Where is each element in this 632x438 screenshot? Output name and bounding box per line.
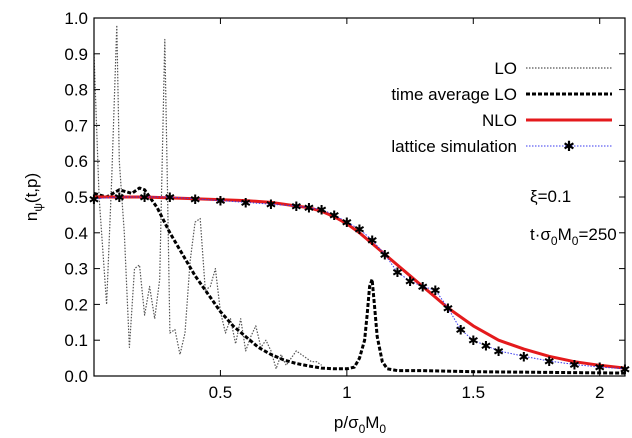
x-tick-label: 2 xyxy=(595,383,604,402)
series-lattice-simulation-point: ✱ xyxy=(354,222,365,237)
series-lattice-simulation-point: ✱ xyxy=(569,358,580,373)
series-lattice-simulation-point: ✱ xyxy=(379,247,390,262)
legend-label-lo: LO xyxy=(494,59,517,78)
x-axis-label: p/σ0M0 xyxy=(334,413,387,436)
plot-frame xyxy=(93,17,626,377)
series-lattice-simulation-point: ✱ xyxy=(468,333,479,348)
series-lattice-simulation-point: ✱ xyxy=(443,301,454,316)
annotation-time: t·σ0M0=250 xyxy=(530,225,617,248)
legend-marker-lattice-simulation: ✱ xyxy=(563,138,575,154)
series-lattice-simulation-point: ✱ xyxy=(544,354,555,369)
series-lattice-simulation-point: ✱ xyxy=(240,195,251,210)
series-lattice-simulation-point: ✱ xyxy=(430,283,441,298)
series-lattice-simulation-point: ✱ xyxy=(367,233,378,248)
series-lo-line xyxy=(93,24,322,370)
y-tick-label: 1.0 xyxy=(64,9,88,28)
x-tick-label: 0.5 xyxy=(209,383,233,402)
legend-label-time-average-lo: time average LO xyxy=(391,85,517,104)
series-lattice-simulation-point: ✱ xyxy=(493,344,504,359)
x-axis-label-sub2: 0 xyxy=(379,422,386,436)
legend: LO time average LO NLO lattice simulatio… xyxy=(391,59,612,156)
annotation-time-main: t·σ xyxy=(530,225,551,244)
series-time-average-lo-line xyxy=(93,186,626,375)
annotation-time-sub1: 0 xyxy=(551,234,558,248)
y-tick-label: 0.6 xyxy=(64,152,88,171)
series-lattice-simulation-point: ✱ xyxy=(341,215,352,230)
x-axis-label-main: p/σ xyxy=(334,413,359,432)
y-tick-label: 0.2 xyxy=(64,295,88,314)
series-lattice-simulation-point: ✱ xyxy=(291,199,302,214)
y-tick-label: 0.8 xyxy=(64,81,88,100)
x-axis-label-mid: M xyxy=(365,413,379,432)
series-lattice-simulation-point: ✱ xyxy=(266,197,277,212)
y-axis-label-sub: ψ xyxy=(31,203,45,212)
series-lattice-simulation-point: ✱ xyxy=(139,190,150,205)
y-axis-label: nψ(t,p) xyxy=(22,173,45,221)
y-axis-label-main: n xyxy=(22,212,41,221)
annotation-xi: ξ=0.1 xyxy=(530,187,571,206)
legend-label-nlo: NLO xyxy=(482,111,517,130)
x-axis-label-sub1: 0 xyxy=(359,422,366,436)
y-tick-label: 0.7 xyxy=(64,116,88,135)
series-lattice-simulation-point: ✱ xyxy=(215,194,226,209)
series-layer: ✱ ✱ ✱ ✱ ✱ ✱ ✱ ✱ ✱ ✱ ✱ ✱ ✱ ✱✱✱✱✱ ✱ ✱✱✱✱ ✱ ✱ ✱ ✱ ✱ ✱ ✱ xyxy=(89,24,631,377)
y-axis-label-tail: (t,p) xyxy=(22,173,41,203)
x-tick-label: 1.5 xyxy=(461,383,485,402)
legend-label-lattice-simulation: lattice simulation xyxy=(391,137,517,156)
y-tick-label: 0.1 xyxy=(64,331,88,350)
x-tick-label: 1 xyxy=(342,383,351,402)
series-lattice-simulation-point: ✱ xyxy=(518,349,529,364)
series-lattice-simulation-point: ✱ xyxy=(114,190,125,205)
y-tick-label: 0.3 xyxy=(64,260,88,279)
series-lattice-simulation-point: ✱ xyxy=(417,280,428,295)
series-lattice-simulation-point: ✱ xyxy=(480,339,491,354)
series-lattice-simulation-point: ✱ xyxy=(392,265,403,280)
tick-layer: 0.0 0.1 0.2 0.3 0.4 0.5 0.6 0.7 0.8 0.9 1.0 0.5 1 1.5… xyxy=(64,9,625,402)
annotation-time-sub2: 0 xyxy=(572,234,579,248)
series-lattice-simulation-point: ✱ xyxy=(594,360,605,375)
y-tick-label: 0.9 xyxy=(64,45,88,64)
series-lattice-simulation-point: ✱ xyxy=(316,203,327,218)
annotation-time-tail: =250 xyxy=(578,225,616,244)
annotation-time-mid: M xyxy=(558,225,572,244)
series-lattice-simulation-point: ✱ xyxy=(190,192,201,207)
series-lattice-simulation-point: ✱ xyxy=(303,201,314,216)
y-tick-label: 0.5 xyxy=(64,188,88,207)
y-tick-label: 0.0 xyxy=(64,367,88,386)
series-lattice-simulation-line xyxy=(93,196,626,370)
y-tick-label: 0.4 xyxy=(64,224,88,243)
series-lattice-simulation-point: ✱ xyxy=(164,190,175,205)
series-lattice-simulation-point: ✱ xyxy=(405,274,416,289)
series-lattice-simulation-point: ✱ xyxy=(329,208,340,223)
series-lattice-simulation-point: ✱ xyxy=(455,322,466,337)
